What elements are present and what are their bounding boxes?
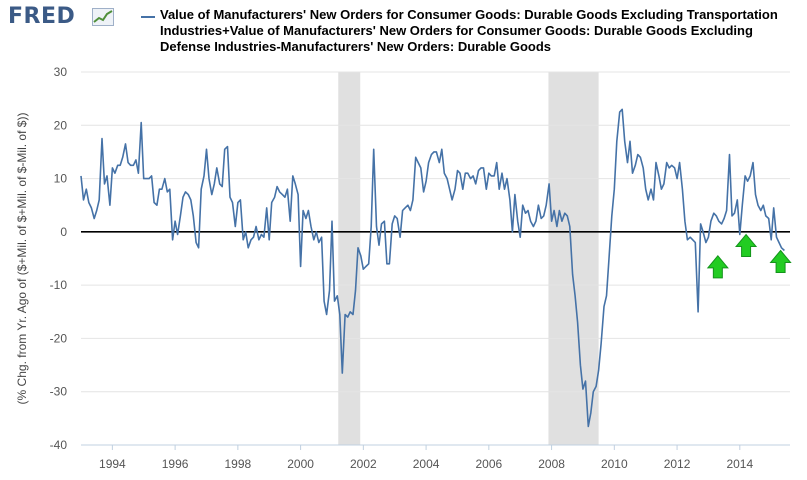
up-arrow-icon [769,249,792,274]
x-tick-label: 2006 [475,457,502,471]
y-tick-label: 30 [54,65,68,79]
fred-logo: FRED [8,4,76,29]
up-arrow-icon [735,233,758,258]
y-tick-label: -20 [50,331,68,345]
y-tick-label: -10 [50,278,68,292]
fred-chart-icon [92,8,114,26]
y-tick-label: 20 [54,118,68,132]
x-tick-label: 2008 [538,457,565,471]
series-line-0 [80,108,785,428]
x-tick-label: 2004 [413,457,440,471]
x-axis-ticks: 1994 1996 1998 2000 2002 2004 2006 2008 2010 2012… [99,445,753,471]
up-arrow-icon [706,255,729,279]
x-tick-label: 2014 [726,457,753,471]
series-layer [80,108,785,428]
x-tick-label: 2012 [664,457,691,471]
x-tick-label: 2010 [601,457,628,471]
recession-bands [338,72,599,445]
x-tick-label: 2000 [287,457,314,471]
y-tick-label: 10 [54,172,68,186]
y-tick-label: -40 [50,438,68,452]
gridlines [81,71,790,446]
annotation-arrows [706,233,792,279]
y-tick-label: -30 [50,385,68,399]
x-tick-label: 1996 [162,457,189,471]
x-tick-label: 1998 [225,457,252,471]
x-tick-label: 1994 [99,457,126,471]
legend-swatch [141,16,155,18]
recession-band-1 [548,72,599,445]
x-tick-label: 2002 [350,457,377,471]
legend-label: Value of Manufacturers' New Orders for C… [160,7,778,54]
y-axis-ticks: 30 20 10 0 -10 -20 -30 -40 [50,65,68,452]
y-axis-label: (% Chg. from Yr. Ago of ($+Mil. of $+Mil… [15,113,29,405]
y-tick-label: 0 [60,225,67,239]
